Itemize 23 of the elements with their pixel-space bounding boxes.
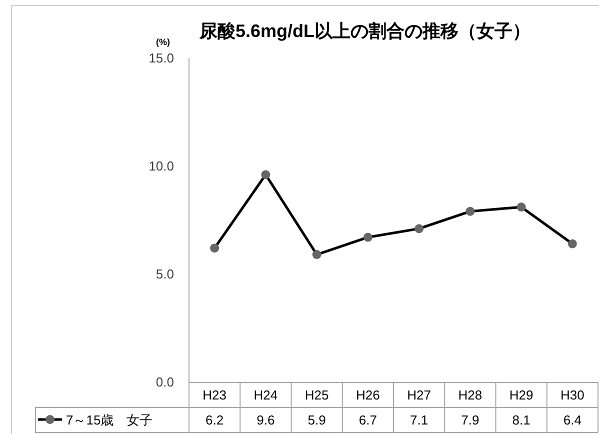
data-label: 6.2 — [206, 412, 224, 428]
data-label: 9.6 — [256, 412, 275, 428]
y-tick-label: 10.0 — [148, 158, 174, 174]
x-tick-label: H28 — [458, 388, 482, 402]
y-tick-label: 5.0 — [156, 266, 174, 282]
legend-label: 7～15歳 女子 — [66, 412, 153, 428]
chart-title: 尿酸5.6mg/dL以上の割合の推移（女子） — [198, 21, 531, 41]
x-tick-label: H27 — [407, 388, 431, 402]
data-label: 5.9 — [308, 412, 326, 428]
y-tick-label: 0.0 — [156, 374, 174, 390]
x-tick-label: H29 — [509, 388, 534, 402]
data-label: 7.1 — [410, 412, 428, 428]
data-label: 8.1 — [512, 412, 530, 428]
x-tick-label: H26 — [356, 388, 380, 402]
data-label: 6.7 — [358, 412, 377, 428]
x-tick-label: H30 — [560, 388, 584, 402]
y-tick-label: 15.0 — [148, 50, 174, 66]
y-axis-title: (%) — [156, 37, 170, 47]
data-label: 6.4 — [563, 412, 582, 428]
x-tick-label: H23 — [202, 388, 226, 402]
data-label: 7.9 — [461, 412, 480, 428]
x-tick-label: H25 — [304, 388, 329, 402]
x-tick-label: H24 — [254, 388, 278, 402]
